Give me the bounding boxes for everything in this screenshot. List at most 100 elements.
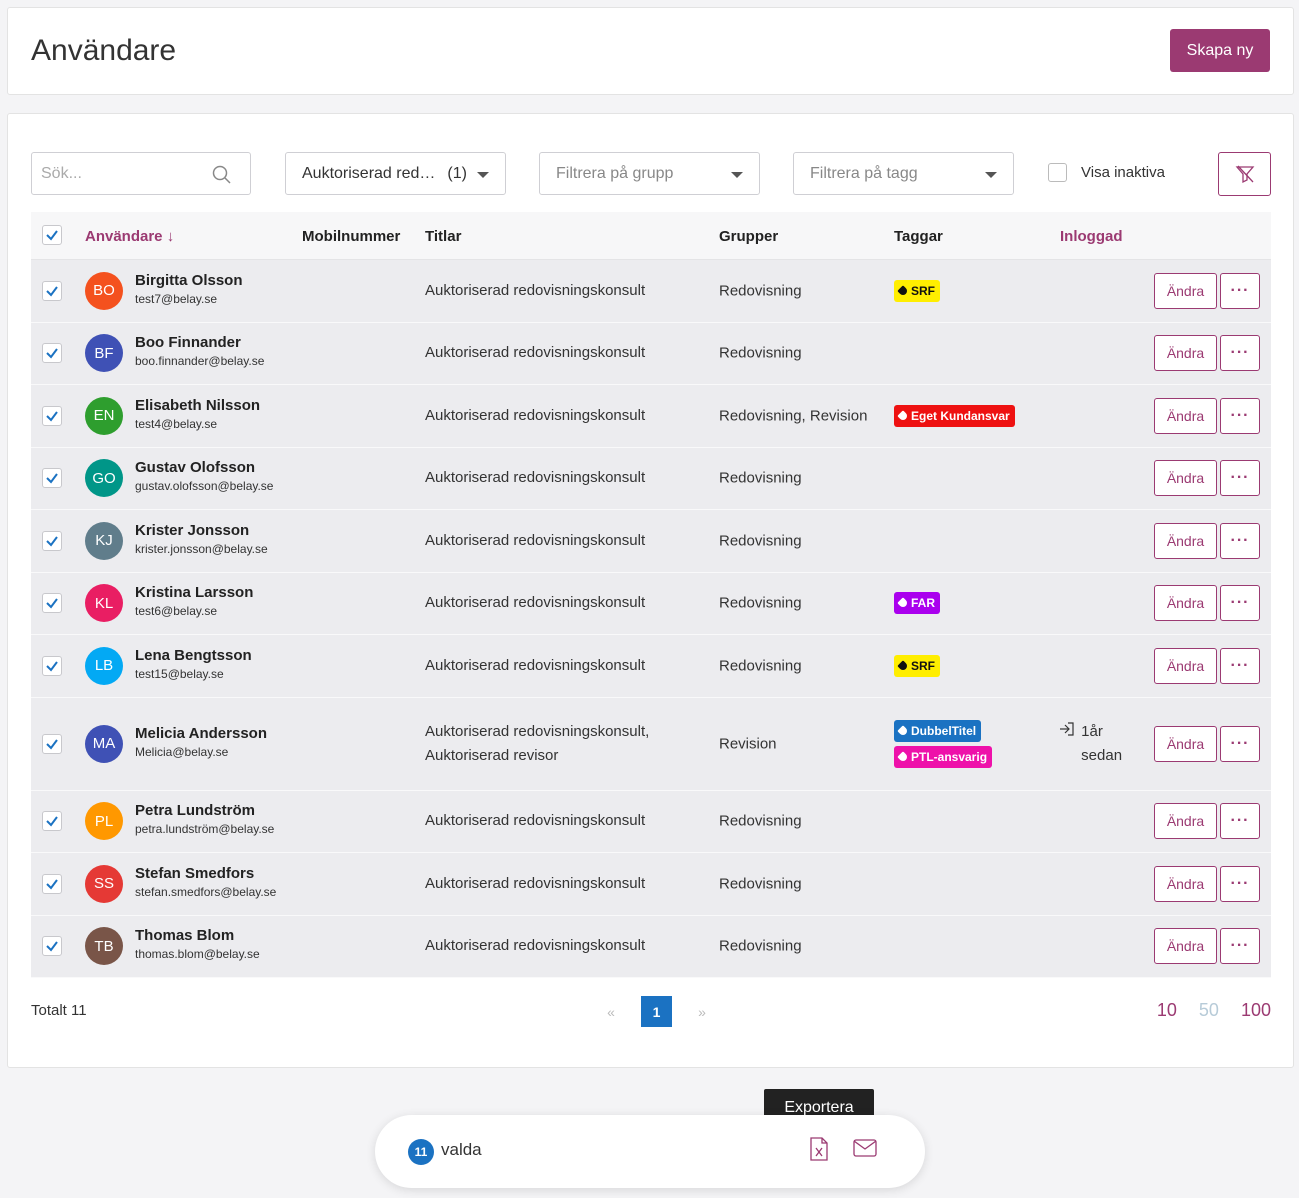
edit-user-button[interactable]: Ändra (1154, 865, 1217, 902)
edit-user-button[interactable]: Ändra (1154, 803, 1217, 840)
row-checkbox[interactable] (42, 405, 62, 426)
user-titles: Auktoriserad redovisningskonsult (425, 469, 646, 487)
row-checkbox[interactable] (42, 733, 62, 754)
user-tags: DubbelTitel PTL-ansvarig (894, 719, 993, 768)
title-filter-dropdown[interactable]: Auktoriserad red… (1) (285, 152, 506, 195)
row-checkbox[interactable] (42, 280, 62, 301)
current-page-button[interactable]: 1 (641, 996, 672, 1027)
more-actions-button[interactable]: ··· (1220, 460, 1260, 497)
group-filter-dropdown[interactable]: Filtrera på grupp (539, 152, 760, 195)
users-panel: Auktoriserad red… (1) Filtrera på grupp … (7, 113, 1294, 1068)
row-checkbox[interactable] (42, 936, 62, 957)
create-user-button[interactable]: Skapa ny (1170, 29, 1270, 72)
select-all-checkbox[interactable] (42, 225, 62, 245)
more-actions-button[interactable]: ··· (1220, 725, 1260, 762)
tag-filter-dropdown[interactable]: Filtrera på tagg (793, 152, 1014, 195)
table-row: SS Stefan Smedfors stefan.smedfors@belay… (31, 853, 1271, 916)
mail-icon[interactable] (853, 1139, 877, 1162)
tag-badge: FAR (894, 592, 940, 615)
user-titles: Auktoriserad redovisningskonsult (425, 874, 646, 892)
page-title: Användare (31, 34, 177, 67)
table-row: KJ Krister Jonsson krister.jonsson@belay… (31, 510, 1271, 573)
user-name: Birgitta Olsson (135, 271, 243, 289)
user-groups: Redovisning (719, 657, 802, 675)
more-actions-button[interactable]: ··· (1220, 803, 1260, 840)
column-header-user[interactable]: Användare ↓ (85, 228, 174, 245)
column-header-login[interactable]: Inloggad (1060, 228, 1123, 245)
chevron-down-icon (985, 172, 997, 178)
clear-filters-button[interactable] (1218, 152, 1271, 196)
user-name: Boo Finnander (135, 334, 241, 352)
user-name: Gustav Olofsson (135, 459, 256, 477)
users-table: Användare ↓ Mobilnummer Titlar Grupper T… (31, 212, 1271, 978)
group-filter-placeholder: Filtrera på grupp (556, 164, 674, 182)
user-groups: Redovisning, Revision (719, 407, 868, 425)
table-body: BO Birgitta Olsson test7@belay.se Auktor… (31, 260, 1271, 978)
avatar: KJ (85, 521, 123, 560)
last-login-text: 1år sedan (1081, 722, 1123, 764)
more-actions-button[interactable]: ··· (1220, 647, 1260, 684)
page-size-50[interactable]: 50 (1198, 1000, 1219, 1020)
next-page-button[interactable]: » (698, 1003, 706, 1020)
avatar: BO (85, 271, 123, 310)
more-actions-button[interactable]: ··· (1220, 335, 1260, 372)
row-checkbox[interactable] (42, 655, 62, 676)
user-name: Thomas Blom (135, 927, 235, 945)
table-row: LB Lena Bengtsson test15@belay.se Auktor… (31, 635, 1271, 698)
search-icon (212, 165, 232, 190)
row-checkbox[interactable] (42, 873, 62, 894)
tag-label: DubbelTitel (911, 723, 977, 738)
column-header-tags: Taggar (894, 228, 943, 245)
table-footer: Totalt 11 « 1 » 10 50 100 (31, 996, 1271, 1028)
more-actions-button[interactable]: ··· (1220, 928, 1260, 965)
tag-icon (897, 410, 909, 422)
avatar: BF (85, 334, 123, 373)
search-input[interactable] (41, 164, 211, 183)
column-header-mobile: Mobilnummer (302, 228, 401, 245)
edit-user-button[interactable]: Ändra (1154, 272, 1217, 309)
tag-icon (897, 750, 909, 763)
user-name: Krister Jonsson (135, 521, 250, 539)
more-actions-button[interactable]: ··· (1220, 865, 1260, 902)
more-actions-button[interactable]: ··· (1220, 522, 1260, 559)
more-actions-button[interactable]: ··· (1220, 397, 1260, 434)
user-tags: FAR (894, 592, 940, 615)
show-inactive-checkbox[interactable] (1048, 163, 1067, 182)
user-name: Elisabeth Nilsson (135, 396, 261, 414)
user-titles: Auktoriserad redovisningskonsult (425, 344, 646, 362)
row-checkbox[interactable] (42, 343, 62, 364)
login-icon (1059, 721, 1075, 740)
edit-user-button[interactable]: Ändra (1154, 397, 1217, 434)
tag-filter-placeholder: Filtrera på tagg (810, 164, 918, 182)
user-groups: Redovisning (719, 875, 802, 893)
search-box[interactable] (31, 152, 251, 195)
page-size-10[interactable]: 10 (1156, 1000, 1177, 1020)
page-size-100[interactable]: 100 (1240, 1000, 1271, 1020)
more-actions-button[interactable]: ··· (1220, 272, 1260, 309)
tag-icon (897, 724, 909, 737)
edit-user-button[interactable]: Ändra (1154, 725, 1217, 762)
edit-user-button[interactable]: Ändra (1154, 335, 1217, 372)
show-inactive-toggle[interactable]: Visa inaktiva (1048, 163, 1165, 182)
more-actions-button[interactable]: ··· (1220, 585, 1260, 622)
edit-user-button[interactable]: Ändra (1154, 585, 1217, 622)
chevron-down-icon (731, 172, 743, 178)
row-checkbox[interactable] (42, 811, 62, 832)
excel-export-icon[interactable] (809, 1137, 829, 1166)
edit-user-button[interactable]: Ändra (1154, 460, 1217, 497)
user-titles: Auktoriserad redovisningskonsult (425, 656, 646, 674)
user-titles: Auktoriserad redovisningskonsult, Auktor… (425, 722, 650, 764)
tag-badge: PTL-ansvarig (894, 745, 993, 768)
tag-label: SRF (911, 283, 935, 298)
edit-user-button[interactable]: Ändra (1154, 647, 1217, 684)
selected-label: valda (441, 1140, 482, 1159)
prev-page-button[interactable]: « (607, 1003, 615, 1020)
row-checkbox[interactable] (42, 593, 62, 614)
edit-user-button[interactable]: Ändra (1154, 928, 1217, 965)
edit-user-button[interactable]: Ändra (1154, 522, 1217, 559)
tag-icon (897, 660, 909, 672)
user-email: boo.finnander@belay.se (135, 354, 265, 369)
row-checkbox[interactable] (42, 530, 62, 551)
user-titles: Auktoriserad redovisningskonsult (425, 281, 646, 299)
row-checkbox[interactable] (42, 468, 62, 489)
